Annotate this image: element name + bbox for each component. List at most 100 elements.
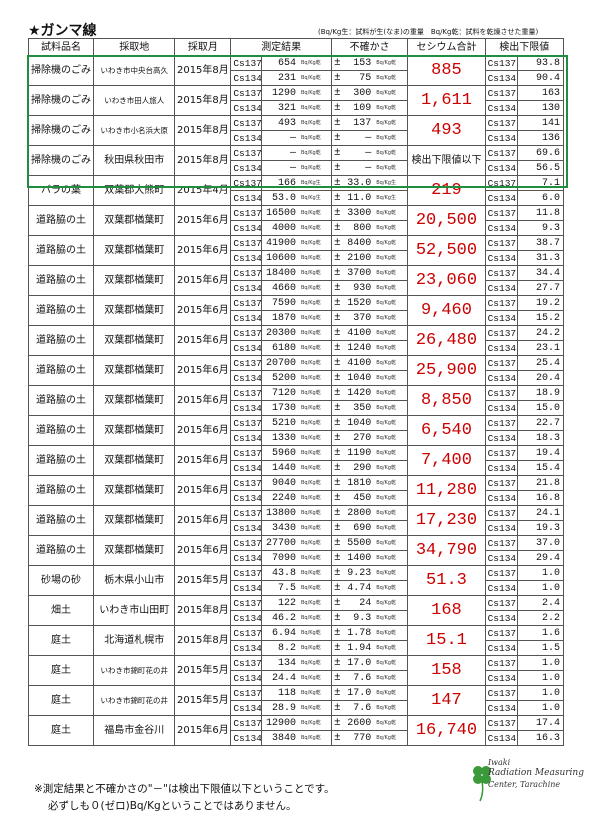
- cs137-unit: Bq/Kg乾: [298, 355, 333, 371]
- sample-site: 福島市金谷川: [93, 715, 176, 746]
- plus-minus-sign: ±: [331, 175, 344, 191]
- cs137-value: 20300: [260, 325, 299, 341]
- cs134-limit: 1.0: [517, 670, 564, 686]
- cs134-uncertainty: 11.0: [343, 190, 375, 206]
- sample-name: 庭土: [27, 625, 95, 656]
- sample-month: 2015年6月: [174, 415, 232, 446]
- cs134-unit: Bq/Kg乾: [298, 640, 333, 656]
- cs134-uncertainty: 800: [343, 220, 375, 236]
- sample-name: 道路脇の土: [27, 325, 95, 356]
- isotope-label: Cs137: [230, 505, 262, 521]
- cesium-total: 11,280: [407, 475, 486, 506]
- cs137-value: 134: [260, 655, 299, 671]
- cs134-limit: 16.8: [517, 490, 564, 506]
- limit-isotope-label: Cs137: [484, 655, 519, 671]
- cs137-uncertainty-unit: Bq/Kg乾: [374, 145, 409, 161]
- cs134-unit: Bq/Kg乾: [298, 310, 333, 326]
- header-month: 採取月: [174, 38, 232, 56]
- table-row: 掃除機のごみ いわき市小名浜大原 2015年8月 Cs137 493 Bq/Kg乾 ±137…: [27, 115, 564, 146]
- isotope-label: Cs137: [230, 205, 262, 221]
- isotope-label: Cs137: [230, 595, 262, 611]
- isotope-label: Cs134: [230, 70, 262, 86]
- limit-isotope-label: Cs137: [484, 415, 519, 431]
- sample-site: いわき市中央台高久: [93, 55, 176, 86]
- limit-isotope-label: Cs137: [484, 55, 519, 71]
- cs137-limit: 69.6: [517, 145, 564, 161]
- table-row: 道路脇の土 双葉郡楢葉町 2015年6月 Cs137 16500 Bq/Kg乾 ±3300 B…: [27, 205, 564, 236]
- isotope-label: Cs137: [230, 235, 262, 251]
- sample-site: 双葉郡楢葉町: [93, 385, 176, 416]
- sample-month: 2015年6月: [174, 355, 232, 386]
- table-row-cs134: Cs134 1730 Bq/Kg乾 ±350 Bq/Kg乾 Cs134 15.0: [29, 400, 564, 416]
- cs137-limit: 7.1: [517, 175, 564, 191]
- limit-isotope-label: Cs137: [484, 295, 519, 311]
- cs137-unit: Bq/Kg乾: [298, 325, 333, 341]
- isotope-label: Cs137: [230, 565, 262, 581]
- sample-site: 双葉郡楢葉町: [93, 505, 176, 536]
- cesium-total: 147: [407, 685, 486, 716]
- sample-name: 道路脇の土: [27, 385, 95, 416]
- isotope-label: Cs134: [230, 280, 262, 296]
- sample-name: 掃除機のごみ: [27, 115, 95, 146]
- cs134-uncertainty-unit: Bq/Kg乾: [374, 550, 409, 566]
- cs137-unit: Bq/Kg乾: [298, 205, 333, 221]
- cs137-unit: Bq/Kg乾: [298, 385, 333, 401]
- cs134-unit: Bq/Kg生: [298, 190, 333, 206]
- cs137-uncertainty-unit: Bq/Kg乾: [374, 115, 409, 131]
- cs137-value: 6.94: [260, 625, 299, 641]
- cs134-uncertainty-unit: Bq/Kg乾: [374, 250, 409, 266]
- cs137-uncertainty: 2600: [343, 715, 375, 731]
- isotope-label: Cs134: [230, 310, 262, 326]
- cesium-total: 1,611: [407, 85, 486, 116]
- sample-month: 2015年8月: [174, 625, 232, 656]
- cesium-total: 16,740: [407, 715, 486, 746]
- limit-isotope-label: Cs137: [484, 625, 519, 641]
- cs134-value: 53.0: [260, 190, 299, 206]
- isotope-label: Cs137: [230, 265, 262, 281]
- table-row: 道路脇の土 双葉郡楢葉町 2015年6月 Cs137 13800 Bq/Kg乾 ±2800 B…: [27, 505, 564, 536]
- plus-minus-sign: ±: [331, 295, 344, 311]
- sample-month: 2015年6月: [174, 385, 232, 416]
- cs134-uncertainty-unit: Bq/Kg生: [374, 190, 409, 206]
- sample-site: 栃木県小山市: [93, 565, 176, 596]
- plus-minus-sign: ±: [331, 595, 344, 611]
- cesium-total: 26,480: [407, 325, 486, 356]
- cs134-value: 28.9: [260, 700, 299, 716]
- plus-minus-sign: ±: [331, 100, 344, 116]
- sample-name: 掃除機のごみ: [27, 85, 95, 116]
- table-row: 道路脇の土 双葉郡楢葉町 2015年6月 Cs137 41900 Bq/Kg乾 ±8400 B…: [27, 235, 564, 266]
- sample-name: 道路脇の土: [27, 265, 95, 296]
- plus-minus-sign: ±: [331, 340, 344, 356]
- sample-site: 双葉郡楢葉町: [93, 325, 176, 356]
- plus-minus-sign: ±: [331, 415, 344, 431]
- cs137-uncertainty: 17.0: [343, 655, 375, 671]
- cs137-unit: Bq/Kg乾: [298, 685, 333, 701]
- cs137-limit: 21.8: [517, 475, 564, 491]
- cs134-value: 6180: [260, 340, 299, 356]
- cs134-uncertainty: 1.94: [343, 640, 375, 656]
- cs134-uncertainty-unit: Bq/Kg乾: [374, 130, 409, 146]
- sample-name: 道路脇の土: [27, 475, 95, 506]
- plus-minus-sign: ±: [331, 565, 344, 581]
- table-row: 道路脇の土 双葉郡楢葉町 2015年6月 Cs137 5960 Bq/Kg乾 ±1190 Bq…: [27, 445, 564, 476]
- plus-minus-sign: ±: [331, 220, 344, 236]
- sample-month: 2015年8月: [174, 85, 232, 116]
- header-limit: 検出下限値: [484, 38, 565, 56]
- cs137-unit: Bq/Kg乾: [298, 115, 333, 131]
- cs134-value: 1870: [260, 310, 299, 326]
- sample-month: 2015年6月: [174, 295, 232, 326]
- cs137-unit: Bq/Kg乾: [298, 55, 333, 71]
- cs134-uncertainty: 109: [343, 100, 375, 116]
- sample-name: 道路脇の土: [27, 355, 95, 386]
- cs134-value: 3840: [260, 730, 299, 746]
- sample-month: 2015年8月: [174, 115, 232, 146]
- cs134-unit: Bq/Kg乾: [298, 340, 333, 356]
- cs134-value: 8.2: [260, 640, 299, 656]
- cesium-total: 158: [407, 655, 486, 686]
- cs134-unit: Bq/Kg乾: [298, 730, 333, 746]
- table-row: 道路脇の土 双葉郡楢葉町 2015年6月 Cs137 20700 Bq/Kg乾 ±4100 B…: [27, 355, 564, 386]
- cs134-limit: 130: [517, 100, 564, 116]
- cs137-value: 166: [260, 175, 299, 191]
- cs134-uncertainty-unit: Bq/Kg乾: [374, 610, 409, 626]
- sample-name: 道路脇の土: [27, 505, 95, 536]
